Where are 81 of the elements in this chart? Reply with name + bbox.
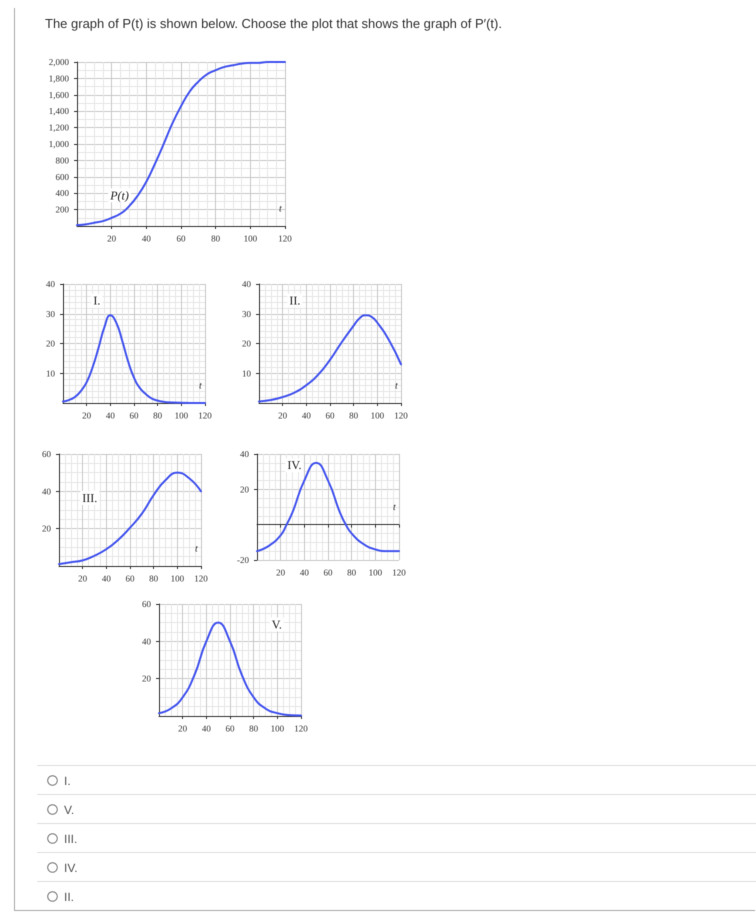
y-tick-label: 20 — [42, 524, 52, 534]
y-tick-label: 200 — [56, 204, 70, 215]
y-tick-label: 800 — [56, 155, 70, 166]
y-tick-label: 40 — [142, 636, 152, 646]
text: V. — [64, 802, 74, 816]
y-tick-label: 1,800 — [48, 73, 70, 84]
x-tick-label: 120 — [278, 234, 292, 244]
x-tick-label: 80 — [211, 234, 221, 244]
x-tick-label: 40 — [106, 410, 116, 420]
line-series — [76, 61, 286, 226]
x-tick-label: 20 — [78, 574, 88, 584]
annotation: IV. — [287, 458, 302, 472]
x-tick-label: 20 — [276, 568, 286, 578]
annotation: II. — [289, 294, 300, 308]
x-axis-title: t — [195, 544, 198, 554]
y-tick-label: 60 — [42, 449, 52, 459]
x-tick-label: 60 — [226, 724, 235, 734]
x-tick-label: 80 — [153, 410, 163, 420]
y-tick-label: 1,600 — [48, 90, 70, 100]
chart-title: The graph of P(t) is shown below. Choose the plot that shows the graph of P′(t). — [45, 16, 503, 31]
x-tick-label: 20 — [278, 410, 288, 420]
y-tick-label: 400 — [56, 188, 70, 198]
y-tick-label: 10 — [46, 368, 56, 378]
x-tick-label: 100 — [270, 724, 285, 734]
x-tick-label: 20 — [82, 410, 92, 420]
x-tick-label: 80 — [347, 568, 357, 578]
y-tick-label: 40 — [242, 279, 252, 289]
y-tick-label: 40 — [46, 279, 56, 289]
line-series — [256, 462, 400, 552]
x-tick-label: 120 — [392, 568, 406, 578]
x-tick-label: 120 — [294, 724, 308, 734]
y-tick-label: 10 — [242, 368, 252, 378]
x-tick-label: 40 — [102, 574, 112, 584]
x-axis-title: t — [279, 204, 282, 214]
x-tick-label: 80 — [249, 724, 259, 734]
x-tick-label: 100 — [368, 568, 383, 578]
x-tick-label: 60 — [130, 410, 139, 420]
y-tick-label: 60 — [142, 599, 152, 609]
x-tick-label: 20 — [107, 234, 117, 244]
annotation: P(t) — [109, 188, 129, 202]
y-tick-label: -20 — [237, 555, 250, 565]
x-tick-label: 60 — [324, 568, 333, 578]
x-tick-label: 20 — [178, 724, 188, 734]
x-tick-label: 40 — [302, 410, 312, 420]
x-tick-label: 40 — [202, 724, 212, 734]
y-tick-label: 20 — [46, 338, 56, 348]
x-tick-label: 120 — [198, 410, 212, 420]
y-tick-label: 20 — [142, 674, 152, 684]
x-tick-label: 100 — [170, 574, 185, 584]
y-tick-label: 40 — [240, 449, 250, 459]
y-tick-label: 1,200 — [48, 122, 70, 133]
y-tick-label: 30 — [242, 308, 252, 319]
x-tick-label: 100 — [244, 234, 258, 244]
annotation: V. — [272, 617, 282, 632]
y-tick-label: 30 — [46, 308, 56, 319]
text: I. — [64, 774, 71, 788]
x-axis-title: t — [199, 380, 202, 392]
y-tick-label: 600 — [56, 172, 70, 182]
x-tick-label: 60 — [126, 574, 135, 584]
x-tick-label: 120 — [394, 410, 408, 420]
y-tick-label: 20 — [242, 338, 252, 348]
x-tick-label: 60 — [326, 410, 335, 420]
x-tick-label: 120 — [194, 574, 208, 584]
x-tick-label: 80 — [349, 410, 359, 420]
x-axis-title: t — [393, 502, 396, 514]
text: III. — [64, 832, 78, 846]
y-tick-label: 1,400 — [48, 106, 70, 116]
x-tick-label: 40 — [300, 568, 310, 578]
x-tick-label: 60 — [176, 234, 186, 244]
y-tick-label: 40 — [42, 486, 52, 496]
annotation: I. — [93, 294, 100, 308]
x-axis-title: t — [395, 380, 398, 392]
y-tick-label: 1,000 — [48, 139, 70, 149]
y-tick-label: 2,000 — [48, 57, 70, 67]
y-tick-label: 20 — [240, 484, 250, 494]
annotation: III. — [82, 490, 98, 505]
x-tick-label: 100 — [370, 410, 385, 420]
text: II. — [64, 890, 74, 904]
x-tick-label: 100 — [174, 410, 189, 420]
text: IV. — [64, 860, 78, 874]
x-tick-label: 80 — [149, 574, 159, 584]
